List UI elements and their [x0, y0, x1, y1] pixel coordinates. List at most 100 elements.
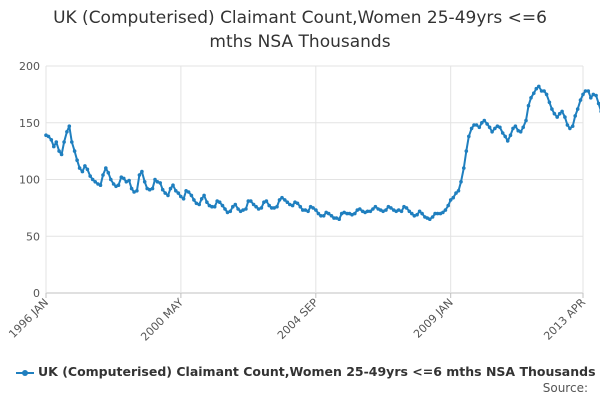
y-tick-label: 150: [19, 117, 40, 130]
x-axis: 1996 JAN 2000 MAY 2004 SEP 2009 JAN 2013 APR: [6, 293, 588, 344]
data-point: [358, 207, 362, 211]
data-point: [389, 206, 393, 210]
data-point: [93, 180, 97, 184]
data-point: [83, 164, 87, 168]
data-point: [319, 214, 323, 218]
legend[interactable]: UK (Computerised) Claimant Count,Women 2…: [16, 364, 596, 379]
data-point: [542, 89, 546, 93]
data-point: [552, 111, 557, 116]
data-point: [49, 138, 54, 142]
data-point: [241, 208, 245, 212]
data-point: [412, 214, 417, 218]
data-point: [563, 115, 567, 119]
y-tick-label: 200: [19, 60, 40, 73]
data-point: [290, 203, 295, 208]
x-tick-label: 2013 APR: [541, 296, 588, 343]
data-point: [526, 103, 531, 108]
data-point: [210, 204, 214, 209]
data-point: [311, 206, 315, 210]
x-tick-label: 2000 MAY: [138, 296, 186, 344]
data-point: [158, 181, 162, 185]
data-point: [150, 186, 155, 191]
data-point: [62, 140, 66, 144]
data-point: [264, 199, 269, 203]
data-point: [594, 93, 598, 98]
data-point: [428, 217, 432, 221]
chart-title: UK (Computerised) Claimant Count,Women 2…: [0, 6, 600, 54]
data-point: [186, 190, 191, 194]
data-point: [285, 200, 290, 204]
data-point: [129, 186, 134, 191]
data-point: [67, 124, 72, 128]
data-point: [199, 197, 204, 201]
data-point: [57, 149, 61, 153]
data-point: [591, 92, 596, 97]
data-point: [474, 123, 479, 127]
data-point: [472, 123, 476, 127]
data-point: [498, 125, 502, 130]
data-point: [467, 134, 471, 139]
y-tick-label: 50: [26, 230, 40, 243]
data-point: [212, 204, 217, 209]
data-point: [420, 211, 424, 216]
data-point: [70, 140, 74, 144]
data-point: [446, 203, 451, 208]
x-tick-label: 2004 SEP: [275, 296, 321, 342]
data-point: [493, 126, 497, 131]
chart-title-line-2: mths NSA Thousands: [209, 32, 391, 52]
data-point: [246, 199, 251, 203]
data-point: [570, 124, 575, 128]
data-point: [326, 211, 331, 216]
data-point: [539, 89, 544, 93]
legend-swatch-icon: [16, 368, 34, 378]
data-point: [568, 126, 572, 131]
data-point: [513, 124, 518, 128]
data-point: [303, 208, 308, 212]
data-point: [142, 180, 147, 184]
data-point: [251, 202, 256, 207]
data-point: [316, 211, 321, 216]
data-point: [381, 209, 385, 214]
data-point: [254, 204, 258, 209]
data-point: [109, 177, 113, 182]
data-point: [557, 111, 562, 116]
data-point: [54, 140, 59, 144]
data-point: [547, 100, 552, 105]
data-point: [485, 122, 489, 126]
data-point: [288, 202, 292, 207]
data-point: [228, 209, 233, 214]
data-point: [153, 177, 157, 182]
data-point: [194, 201, 199, 206]
data-point: [430, 215, 435, 219]
y-axis: 0 50 100 150 200: [19, 60, 40, 300]
data-point: [477, 125, 482, 130]
data-point: [487, 125, 492, 130]
data-point: [189, 193, 194, 198]
data-point: [233, 202, 238, 207]
data-point: [104, 166, 108, 170]
data-point: [454, 191, 458, 195]
data-point: [181, 197, 186, 201]
data-point: [490, 130, 494, 134]
data-point: [116, 183, 121, 187]
data-point: [174, 189, 178, 193]
data-point: [365, 209, 370, 214]
data-point: [140, 169, 144, 174]
data-point: [75, 158, 79, 162]
data-point: [462, 166, 466, 170]
data-point: [503, 134, 508, 139]
data-point: [77, 166, 82, 170]
data-point: [72, 149, 77, 153]
data-point: [168, 186, 173, 191]
data-point: [176, 191, 181, 195]
data-point: [334, 216, 339, 220]
data-point: [464, 149, 469, 153]
data-point: [529, 96, 533, 100]
data-point: [368, 209, 373, 214]
data-point: [534, 86, 539, 91]
x-tick-label: 1996 JAN: [6, 296, 51, 341]
data-point: [511, 126, 515, 131]
data-point: [106, 170, 111, 175]
data-point: [345, 211, 349, 216]
data-point: [267, 203, 272, 208]
